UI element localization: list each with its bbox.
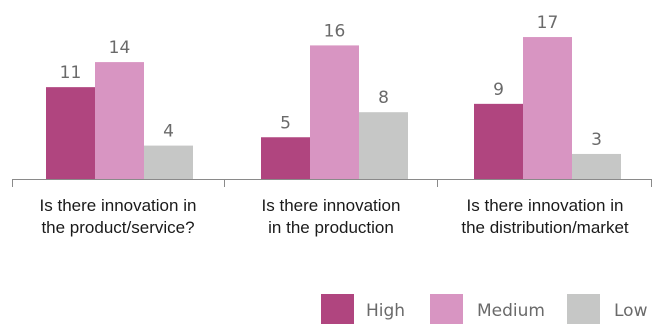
bar-low-2: [359, 112, 408, 179]
category-label-1: Is there innovation in the product/servic…: [40, 196, 197, 237]
value-label-low-2: 8: [378, 88, 389, 108]
value-label-high-2: 5: [280, 113, 291, 133]
bar-high-2: [261, 137, 310, 179]
legend-swatch-medium: [430, 294, 463, 324]
bar-medium-1: [95, 62, 144, 179]
bar-low-3: [572, 153, 621, 179]
legend-swatch-high: [321, 294, 354, 324]
value-label-medium-1: 14: [109, 38, 131, 58]
value-label-low-1: 4: [163, 122, 174, 142]
value-label-high-1: 11: [60, 63, 82, 83]
category-label-3: Is there innovation in the distribution/m…: [461, 196, 629, 237]
bar-low-1: [144, 145, 193, 179]
value-label-high-3: 9: [493, 80, 504, 100]
category-label-2: Is there innovation in the production: [262, 196, 401, 237]
value-label-low-3: 3: [591, 130, 602, 150]
value-labels-group: 11 14 4 5 16 8 9 17 3: [60, 13, 602, 150]
legend-label-medium: Medium: [477, 301, 545, 321]
category-labels-group: Is there innovation in the product/servic…: [40, 196, 629, 237]
bar-high-3: [474, 103, 523, 179]
legend-swatch-low: [567, 294, 600, 324]
bar-medium-2: [310, 45, 359, 180]
bar-medium-3: [523, 37, 572, 179]
legend-label-low: Low: [614, 301, 648, 321]
bars-group: [46, 37, 621, 180]
legend: High Medium Low: [321, 294, 648, 324]
value-label-medium-2: 16: [324, 21, 346, 41]
value-label-medium-3: 17: [537, 13, 559, 33]
x-axis: [12, 179, 652, 187]
legend-label-high: High: [366, 301, 405, 321]
bar-high-1: [46, 87, 95, 179]
